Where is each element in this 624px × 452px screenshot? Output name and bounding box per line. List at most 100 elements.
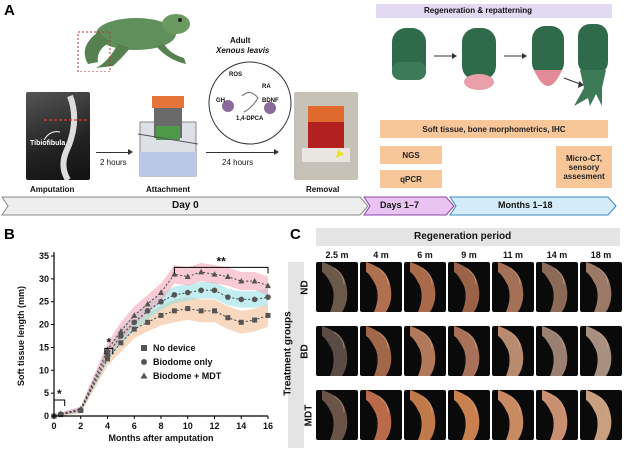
x-tick-label-7: 14 (236, 421, 246, 431)
point-s1-4 (118, 333, 124, 339)
limb-photo-0-3 (448, 262, 490, 312)
legend-label-1: Biodome only (153, 357, 213, 367)
point-s2-12 (224, 273, 231, 279)
limb-photo-2-6 (580, 390, 622, 440)
band-0 (54, 297, 268, 416)
arrow-2-head (274, 149, 279, 155)
timeline-months: Months 1–18 (498, 200, 553, 210)
point-s0-9 (185, 306, 191, 312)
point-s0-13 (238, 319, 244, 325)
limb-photo-2-1 (360, 390, 402, 440)
sig-bracket-0 (53, 399, 66, 406)
molecule-circle (208, 61, 292, 145)
sig-label-2: ** (217, 254, 227, 268)
arrow-1 (96, 152, 130, 153)
timeline-days: Days 1–7 (380, 200, 420, 210)
series-line-1 (53, 289, 269, 417)
sig-bracket-1 (104, 347, 114, 355)
species-line2: Xenous leavis (216, 46, 270, 55)
molecule-ros: ROS (229, 72, 243, 78)
point-s1-15 (265, 294, 271, 300)
point-s0-7 (158, 312, 164, 318)
point-s0-11 (212, 308, 217, 314)
amputation-xray (26, 92, 90, 180)
point-s1-8 (171, 292, 178, 298)
point-s2-9 (184, 273, 191, 279)
point-s2-6 (144, 300, 151, 307)
column-header-6: 18 m (590, 250, 612, 260)
limb-photo-1-5 (536, 326, 578, 376)
limb-photo-0-5 (536, 262, 578, 312)
y-axis-label: Soft tissue length (mm) (16, 286, 26, 386)
treatment-groups-label: Treatment groups (282, 311, 294, 396)
removal-label: Removal (306, 185, 340, 194)
band-2 (54, 262, 268, 416)
x-tick-label-1: 2 (78, 421, 83, 431)
panel-c-label: C (290, 226, 301, 243)
y-tick-label-0: 0 (44, 411, 49, 421)
point-s1-11 (211, 287, 218, 294)
treatment-box (288, 262, 304, 448)
assay-micro-ct: Micro-CT, sensory assesment (556, 146, 612, 188)
regen-period-title: Regeneration period (414, 231, 512, 242)
point-s1-9 (184, 289, 191, 296)
point-s2-3 (104, 346, 111, 353)
limb-photo-2-4 (492, 390, 534, 440)
x-tick-label-8: 16 (263, 421, 273, 431)
y-tick-label-7: 35 (39, 251, 49, 261)
time-2h: 2 hours (100, 158, 127, 167)
attachment-label: Attachment (146, 185, 191, 194)
column-header-5: 14 m (546, 250, 568, 260)
y-tick-label-6: 30 (39, 274, 49, 284)
x-axis-label: Months after amputation (109, 433, 214, 443)
sig-label-0: * (57, 387, 62, 401)
limb-photo-1-2 (404, 326, 446, 376)
amputation-label: Amputation (30, 185, 75, 194)
limb-photo-1-3 (448, 326, 490, 376)
point-s1-13 (238, 296, 245, 303)
sig-label-1: * (107, 335, 112, 349)
timeline (1, 196, 617, 216)
x-tick-label-0: 0 (51, 421, 56, 431)
limb-regeneration-diagram (392, 24, 608, 106)
molecule-bdnf: BDNF (262, 98, 279, 104)
limb-photo-0-4 (492, 262, 534, 312)
legend-label-2: Biodome + MDT (153, 371, 222, 381)
y-tick-label-5: 25 (39, 297, 49, 307)
limb-photo-1-4 (492, 326, 534, 376)
removal-device (302, 106, 350, 162)
row-header-1: BD (299, 344, 311, 359)
point-s0-5 (131, 326, 137, 332)
point-s2-5 (131, 312, 138, 318)
regen-header: Regeneration & repatterning (424, 6, 533, 15)
point-s2-8 (171, 271, 178, 277)
species-line1: Adult (230, 36, 251, 45)
y-tick-label-1: 5 (44, 388, 49, 398)
point-s2-4 (117, 328, 124, 334)
legend-marker-1 (141, 359, 147, 365)
point-s0-6 (145, 319, 151, 325)
point-s2-11 (211, 271, 218, 277)
point-s0-3 (105, 356, 110, 362)
limb-photo-1-1 (360, 326, 402, 376)
frog-illustration (77, 14, 190, 72)
legend-marker-2 (140, 372, 148, 379)
time-24h: 24 hours (222, 158, 254, 167)
y-tick-label-2: 10 (39, 365, 49, 375)
series-line-0 (53, 308, 269, 417)
limb-photo-2-5 (536, 390, 578, 440)
row-header-2: MDT (303, 404, 315, 427)
point-s0-14 (252, 317, 258, 323)
x-tick-label-5: 10 (183, 421, 193, 431)
column-header-2: 6 m (417, 250, 433, 260)
point-s2-15 (265, 282, 271, 289)
point-s2-10 (198, 268, 205, 275)
arrow-2 (206, 152, 276, 153)
point-s2-2 (77, 405, 84, 412)
limb-photo-0-0 (316, 262, 358, 312)
limb-photo-0-2 (404, 262, 446, 312)
point-s1-7 (158, 298, 164, 305)
point-s0-10 (198, 308, 204, 314)
point-s1-3 (104, 351, 111, 358)
legend-marker-0 (141, 345, 147, 351)
